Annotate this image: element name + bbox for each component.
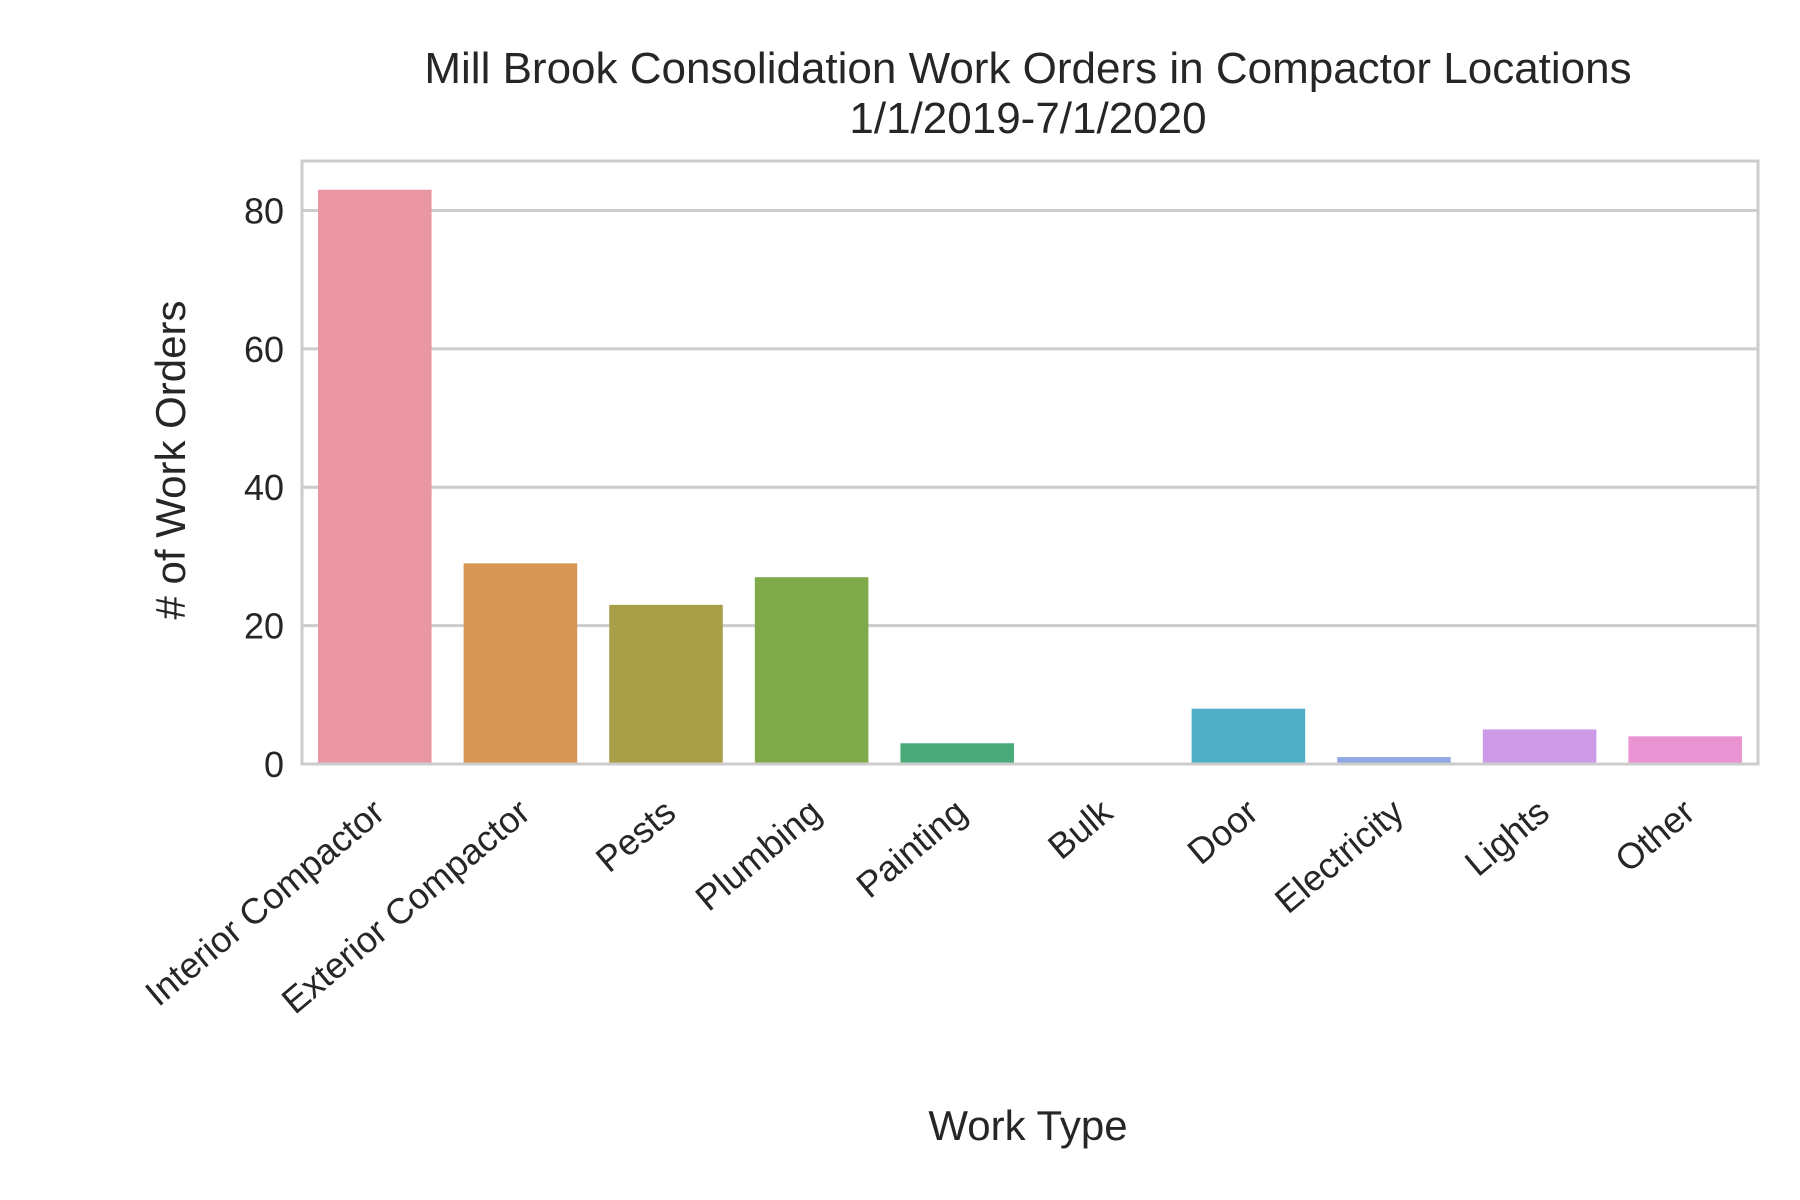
y-tick-label: 40 — [244, 467, 284, 508]
y-axis-label: # of Work Orders — [147, 301, 194, 620]
y-tick-label: 60 — [244, 329, 284, 370]
y-tick-label: 0 — [264, 744, 284, 785]
bar-door — [1191, 708, 1306, 764]
x-axis-label: Work Type — [928, 1102, 1127, 1149]
bar-painting — [900, 743, 1014, 764]
chart-title: Mill Brook Consolidation Work Orders in … — [424, 44, 1631, 93]
bar-plumbing — [754, 577, 869, 764]
bar-pests — [609, 604, 723, 764]
bar-electricity — [1337, 757, 1451, 764]
bar-other — [1628, 736, 1742, 764]
bar-lights — [1482, 729, 1597, 764]
plot-frame — [300, 159, 1760, 766]
y-tick-labels: 0 20 40 60 80 — [244, 190, 284, 785]
bar-exterior-compactor — [463, 563, 578, 764]
y-tick-label: 80 — [244, 190, 284, 231]
y-tick-label: 20 — [244, 606, 284, 647]
chart-subtitle: 1/1/2019-7/1/2020 — [849, 94, 1206, 143]
bars — [318, 189, 1742, 764]
bar-interior-compactor — [318, 189, 432, 764]
